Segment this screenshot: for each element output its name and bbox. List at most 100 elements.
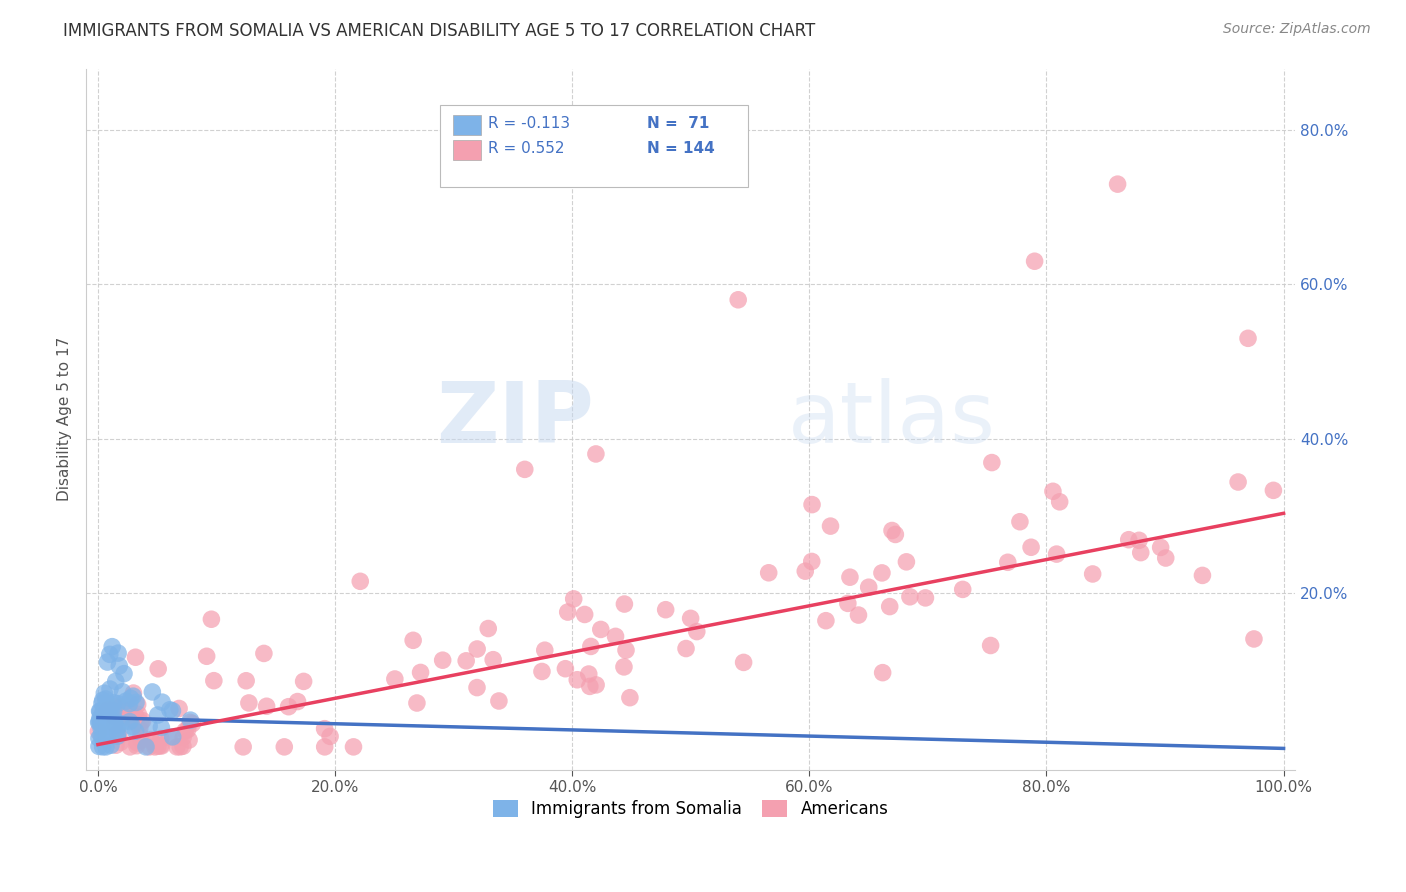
Point <box>654 603 676 617</box>
Point <box>200 612 222 626</box>
Point <box>89 705 111 719</box>
Point <box>162 730 184 744</box>
Point <box>110 700 132 714</box>
Point <box>1149 541 1171 555</box>
Point <box>314 739 336 754</box>
Point <box>839 570 862 584</box>
Text: ZIP: ZIP <box>436 377 593 461</box>
Point <box>150 739 173 753</box>
Text: atlas: atlas <box>787 377 995 461</box>
Point <box>898 590 921 604</box>
Point <box>124 724 146 739</box>
Point <box>118 703 141 717</box>
Point <box>870 566 893 580</box>
Point <box>1081 566 1104 581</box>
Point <box>159 703 181 717</box>
Point <box>110 735 132 749</box>
Point <box>107 697 129 711</box>
Point <box>879 599 901 614</box>
Point <box>675 641 697 656</box>
Point <box>342 739 364 754</box>
Point <box>103 704 125 718</box>
Point <box>1019 541 1042 555</box>
Point <box>585 447 607 461</box>
Point <box>614 643 637 657</box>
Point <box>87 731 110 746</box>
Point <box>146 708 169 723</box>
Point <box>177 733 200 747</box>
Point <box>1128 533 1150 548</box>
Point <box>128 707 150 722</box>
Text: R = -0.113: R = -0.113 <box>488 117 569 131</box>
Point <box>858 580 880 594</box>
Point <box>1118 533 1140 547</box>
Point <box>104 674 127 689</box>
Point <box>149 739 172 753</box>
Point <box>138 719 160 733</box>
Point <box>120 706 142 720</box>
Point <box>1008 515 1031 529</box>
Point <box>562 591 585 606</box>
Point <box>118 697 141 711</box>
Point <box>89 714 111 729</box>
Point <box>108 659 131 673</box>
Point <box>127 736 149 750</box>
Point <box>800 554 823 568</box>
Point <box>112 710 135 724</box>
Point <box>129 733 152 747</box>
Point <box>96 730 118 744</box>
Point <box>97 712 120 726</box>
Point <box>1024 254 1046 268</box>
Point <box>181 716 204 731</box>
Point <box>837 596 859 610</box>
Point <box>167 701 190 715</box>
Point <box>605 629 627 643</box>
Point <box>273 739 295 754</box>
Point <box>195 649 218 664</box>
Point <box>884 527 907 541</box>
Point <box>129 730 152 744</box>
Text: N = 144: N = 144 <box>647 142 714 156</box>
Point <box>89 704 111 718</box>
Point <box>93 686 115 700</box>
Point <box>143 737 166 751</box>
Point <box>477 622 499 636</box>
Point <box>112 666 135 681</box>
Point <box>91 739 114 754</box>
Point <box>585 678 607 692</box>
Y-axis label: Disability Age 5 to 17: Disability Age 5 to 17 <box>58 337 72 501</box>
Point <box>107 646 129 660</box>
Point <box>135 739 157 754</box>
Point <box>90 728 112 742</box>
Point <box>513 462 536 476</box>
Point <box>872 665 894 680</box>
Point <box>914 591 936 605</box>
Point <box>277 699 299 714</box>
Point <box>169 739 191 754</box>
Point <box>105 729 128 743</box>
Point <box>87 715 110 730</box>
Point <box>101 698 124 712</box>
Point <box>122 689 145 703</box>
Point <box>238 696 260 710</box>
Point <box>482 653 505 667</box>
Point <box>121 713 143 727</box>
Point <box>235 673 257 688</box>
Text: Source: ZipAtlas.com: Source: ZipAtlas.com <box>1223 22 1371 37</box>
Point <box>146 739 169 754</box>
Point <box>801 498 824 512</box>
Legend: Immigrants from Somalia, Americans: Immigrants from Somalia, Americans <box>486 793 896 825</box>
Point <box>579 640 602 654</box>
Point <box>115 694 138 708</box>
Point <box>91 731 114 745</box>
Point <box>488 694 510 708</box>
Point <box>143 739 166 754</box>
Point <box>232 739 254 754</box>
Point <box>179 715 201 730</box>
Point <box>814 614 837 628</box>
Point <box>679 611 702 625</box>
Point <box>174 723 197 738</box>
Point <box>96 655 118 669</box>
Point <box>97 709 120 723</box>
Point <box>613 660 636 674</box>
